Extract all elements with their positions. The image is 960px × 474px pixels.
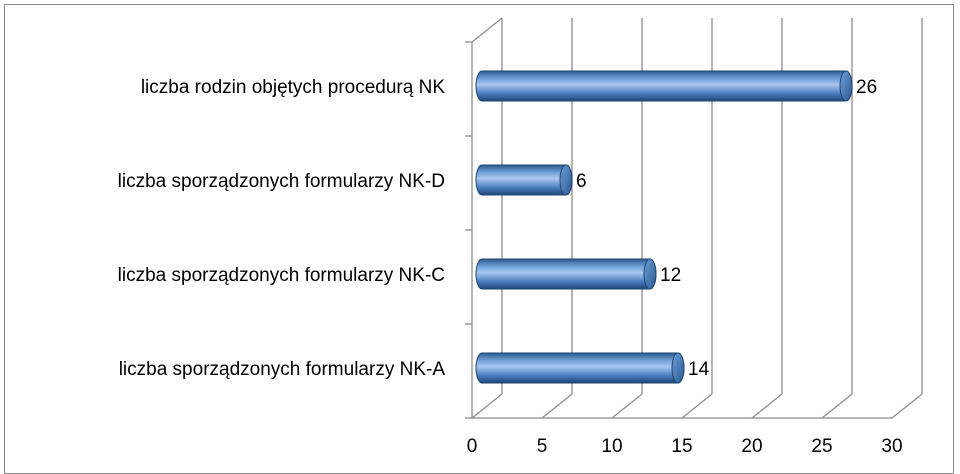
- category-label: liczba sporządzonych formularzy NK-C: [118, 265, 445, 286]
- floor-gridline: [681, 393, 713, 419]
- x-tick-label: 20: [741, 436, 762, 457]
- bar: [475, 258, 657, 290]
- bar-cap: [559, 164, 573, 196]
- category-label: liczba sporządzonych formularzy NK-A: [119, 359, 446, 380]
- bar: [475, 164, 573, 196]
- data-label: 14: [688, 359, 710, 380]
- bar-body: [475, 258, 657, 290]
- x-tick-label: 30: [881, 436, 902, 457]
- x-tick-label: 10: [601, 436, 622, 457]
- bar: [475, 70, 853, 102]
- category-label: liczba sporządzonych formularzy NK-D: [118, 171, 445, 192]
- bar-cap: [839, 70, 853, 102]
- data-label: 26: [856, 77, 877, 98]
- floor-gridline: [611, 393, 643, 419]
- x-tick-label: 25: [811, 436, 832, 457]
- floor-gridline: [471, 393, 503, 419]
- labels: 0 5 10 15 20 25 30 26 liczba rodzin objętych pro…: [118, 77, 903, 457]
- x-tick-label: 0: [467, 436, 478, 457]
- bars: [475, 70, 853, 384]
- bar: [475, 352, 685, 384]
- x-tick-label: 15: [671, 436, 692, 457]
- category-label: liczba rodzin objętych procedurą NK: [141, 77, 445, 98]
- data-label: 12: [660, 265, 681, 286]
- floor-gridline: [821, 393, 853, 419]
- floor-gridline: [751, 393, 783, 419]
- axes: [465, 17, 892, 419]
- axis-depth-edge: [471, 17, 503, 43]
- bar-body: [475, 164, 573, 196]
- bar-body: [475, 70, 853, 102]
- floor-gridline: [891, 393, 923, 419]
- floor-gridline: [541, 393, 573, 419]
- bar-cap: [643, 258, 657, 290]
- data-label: 6: [576, 171, 587, 192]
- bar-body: [475, 352, 685, 384]
- x-tick-label: 5: [537, 436, 548, 457]
- bar-cap: [671, 352, 685, 384]
